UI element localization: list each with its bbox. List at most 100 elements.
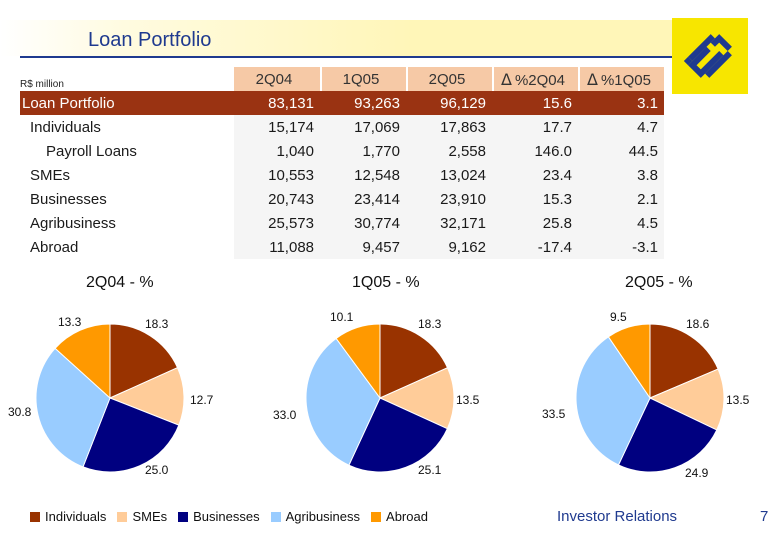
pie-slice-businesses [348,397,449,473]
pie-data-label: 9.5 [610,310,627,324]
pie-data-label: 24.9 [685,466,709,480]
table-row: Agribusiness 25,573 30,774 32,171 25.8 4.5 [20,211,664,235]
table-cell: 32,171 [406,211,492,235]
column-header: 1Q05 [320,67,406,91]
table-cell: 9,162 [406,235,492,259]
pie-slice-businesses [617,397,718,473]
legend-label: Businesses [193,509,260,524]
table-cell: 146.0 [492,139,578,163]
pie-data-label: 30.8 [8,405,32,419]
pie-data-label: 12.7 [190,393,214,407]
legend-item-agribusiness: Agribusiness [270,509,361,524]
table-cell: -17.4 [492,235,578,259]
table-cell: 4.5 [578,211,664,235]
table-cell: 10,553 [234,163,320,187]
pie-slice-agribusiness [35,347,111,468]
table-cell: 83,131 [234,91,320,115]
pie-data-label: 25.0 [145,463,169,477]
table-row: SMEs 10,553 12,548 13,024 23.4 3.8 [20,163,664,187]
table-cell: 3.1 [578,91,664,115]
legend-swatch [117,511,128,522]
table-row: Individuals 15,174 17,069 17,863 17.7 4.7 [20,115,664,139]
table-row: Businesses 20,743 23,414 23,910 15.3 2.1 [20,187,664,211]
legend-swatch [270,511,281,522]
column-header-text: %1Q05 [600,71,651,89]
table-cell: 17.7 [492,115,578,139]
pie-title-2q05: 2Q05 - % [625,274,693,291]
pie-data-label: 25.1 [418,463,442,477]
row-label: Loan Portfolio [20,91,234,115]
legend-item-businesses: Businesses [178,509,260,524]
table-cell: 96,129 [406,91,492,115]
table-cell: 23,910 [406,187,492,211]
pie-data-label: 13.5 [726,393,750,407]
table-cell: 30,774 [320,211,406,235]
table-cell: 9,457 [320,235,406,259]
pie-slice-businesses [82,397,180,473]
pie-slice-abroad [335,323,381,400]
row-label: Individuals [20,115,234,139]
table-cell: 20,743 [234,187,320,211]
pie-data-label: 10.1 [330,310,354,324]
legend-label: Agribusiness [285,509,361,524]
page-number: 7 [760,508,769,525]
legend-label: Individuals [45,509,107,524]
pie-slice-agribusiness [305,337,381,466]
row-label: Payroll Loans [20,139,234,163]
pie-data-label: 13.3 [58,315,82,329]
table-cell: 4.7 [578,115,664,139]
legend-item-individuals: Individuals [30,509,106,524]
table-cell: 25.8 [492,211,578,235]
legend-swatch [371,511,382,522]
pie-data-label: 18.3 [418,317,442,331]
table-cell: 13,024 [406,163,492,187]
table-cell: 1,040 [234,139,320,163]
pie-data-label: 18.3 [145,317,169,331]
bank-logo-icon [672,18,748,94]
pie-slice-abroad [607,323,651,400]
table-cell: 15.6 [492,91,578,115]
legend-swatch [178,511,189,522]
pie-slice-smes [378,367,455,430]
table-cell: 12,548 [320,163,406,187]
footer-investor-relations: Investor Relations [557,508,678,525]
pie-slice-abroad [54,323,111,400]
row-label: Businesses [20,187,234,211]
column-header-delta: Δ %2Q04 [492,67,578,91]
table-row: Abroad 11,088 9,457 9,162 -17.4 -3.1 [20,235,664,259]
pie-data-label: 33.0 [273,408,297,422]
table-cell: -3.1 [578,235,664,259]
table-row: Payroll Loans 1,040 1,770 2,558 146.0 44.5 [20,139,664,163]
chart-legend: Individuals SMEs Businesses Agribusiness Abr… [30,509,439,524]
pie-slice-individuals [379,323,449,399]
legend-item-abroad: Abroad [371,509,428,524]
pie-title-2q04: 2Q04 - % [86,274,154,291]
legend-label: Abroad [386,509,428,524]
legend-label: SMEs [132,509,168,524]
table-cell: 2,558 [406,139,492,163]
pie-slice-individuals [649,323,719,399]
table-cell: 11,088 [234,235,320,259]
pie-title-1q05: 1Q05 - % [352,274,420,291]
column-header: 2Q04 [234,67,320,91]
table-cell: 15.3 [492,187,578,211]
table-cell: 15,174 [234,115,320,139]
pie-data-label: 18.6 [686,317,710,331]
table-cell: 44.5 [578,139,664,163]
pie-data-label: 33.5 [542,407,566,421]
column-header: 2Q05 [406,67,492,91]
table-cell: 2.1 [578,187,664,211]
table-cell: 17,069 [320,115,406,139]
pie-slice-agribusiness [575,336,651,466]
table-header-row: 2Q04 1Q05 2Q05 Δ %2Q04 Δ %1Q05 [20,67,664,91]
legend-item-smes: SMEs [117,509,167,524]
table-cell: 93,263 [320,91,406,115]
pie-data-label: 13.5 [456,393,480,407]
pie-slice-smes [648,368,725,431]
row-label: Abroad [20,235,234,259]
table-row: Loan Portfolio 83,131 93,263 96,129 15.6 3.1 [20,91,664,115]
table-cell: 23,414 [320,187,406,211]
legend-swatch [30,511,40,522]
title-underline [20,56,675,58]
